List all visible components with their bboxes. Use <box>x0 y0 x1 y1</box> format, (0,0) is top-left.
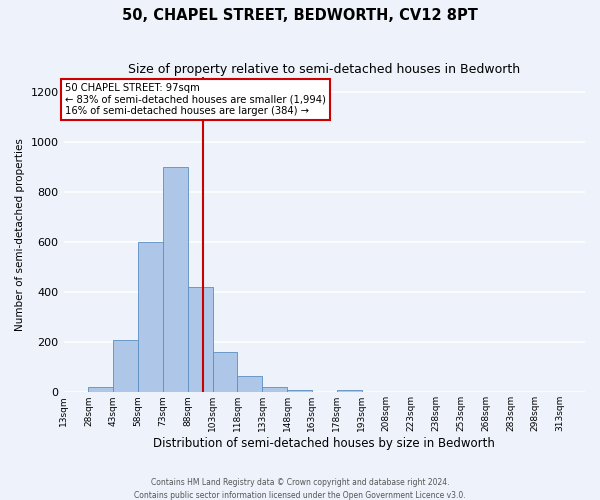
Title: Size of property relative to semi-detached houses in Bedworth: Size of property relative to semi-detach… <box>128 62 520 76</box>
Bar <box>113 340 138 392</box>
X-axis label: Distribution of semi-detached houses by size in Bedworth: Distribution of semi-detached houses by … <box>154 437 495 450</box>
Bar <box>262 388 287 392</box>
Bar <box>238 376 262 392</box>
Bar <box>138 242 163 392</box>
Bar <box>163 167 188 392</box>
Bar <box>188 287 212 393</box>
Bar <box>337 390 362 392</box>
Bar <box>287 390 312 392</box>
Text: Contains HM Land Registry data © Crown copyright and database right 2024.
Contai: Contains HM Land Registry data © Crown c… <box>134 478 466 500</box>
Bar <box>88 388 113 392</box>
Bar <box>212 352 238 393</box>
Text: 50, CHAPEL STREET, BEDWORTH, CV12 8PT: 50, CHAPEL STREET, BEDWORTH, CV12 8PT <box>122 8 478 22</box>
Y-axis label: Number of semi-detached properties: Number of semi-detached properties <box>15 138 25 331</box>
Text: 50 CHAPEL STREET: 97sqm
← 83% of semi-detached houses are smaller (1,994)
16% of: 50 CHAPEL STREET: 97sqm ← 83% of semi-de… <box>65 83 326 116</box>
